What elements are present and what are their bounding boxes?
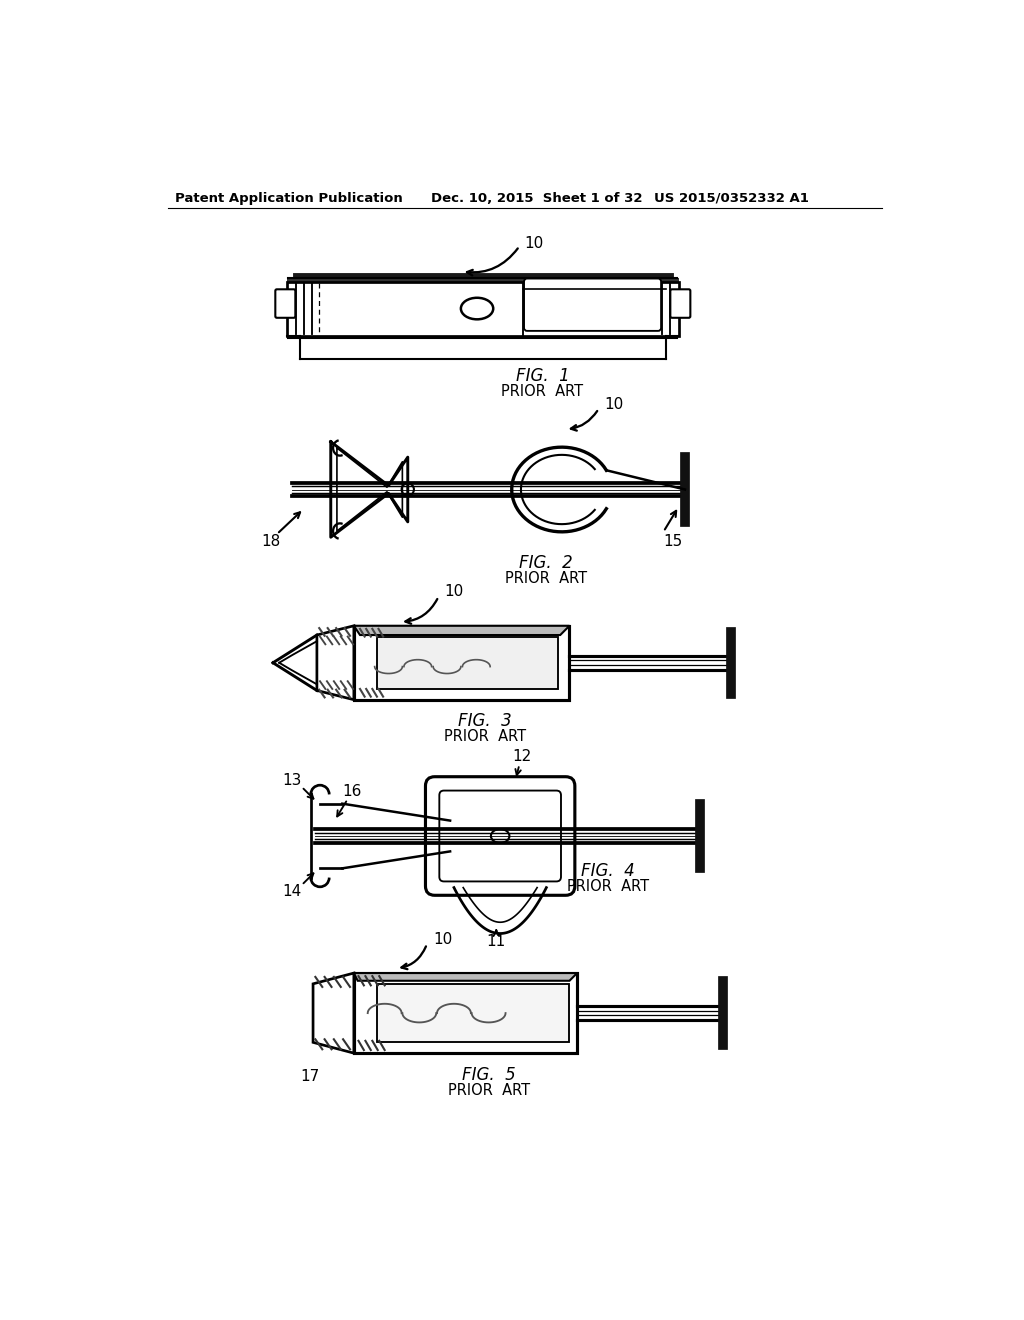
Text: 10: 10 bbox=[524, 235, 544, 251]
Polygon shape bbox=[354, 626, 569, 635]
Text: 15: 15 bbox=[664, 535, 683, 549]
FancyBboxPatch shape bbox=[524, 279, 662, 331]
Text: FIG.  2: FIG. 2 bbox=[519, 553, 573, 572]
Polygon shape bbox=[354, 973, 578, 981]
Bar bbox=[354, 973, 578, 1053]
Bar bbox=[287, 277, 679, 281]
Text: 18: 18 bbox=[261, 535, 281, 549]
Text: 16: 16 bbox=[343, 784, 362, 799]
Text: Dec. 10, 2015  Sheet 1 of 32: Dec. 10, 2015 Sheet 1 of 32 bbox=[431, 191, 642, 205]
Bar bbox=[377, 983, 569, 1043]
FancyBboxPatch shape bbox=[287, 281, 679, 335]
Polygon shape bbox=[313, 973, 354, 1053]
Text: PRIOR  ART: PRIOR ART bbox=[443, 729, 525, 744]
Bar bbox=[354, 626, 569, 700]
Text: PRIOR  ART: PRIOR ART bbox=[505, 570, 588, 586]
Ellipse shape bbox=[401, 483, 414, 495]
FancyBboxPatch shape bbox=[671, 289, 690, 318]
Text: FIG.  3: FIG. 3 bbox=[458, 713, 512, 730]
Text: 10: 10 bbox=[444, 585, 464, 599]
FancyBboxPatch shape bbox=[275, 289, 295, 318]
Ellipse shape bbox=[490, 829, 509, 843]
Text: 14: 14 bbox=[283, 884, 302, 899]
Text: US 2015/0352332 A1: US 2015/0352332 A1 bbox=[654, 191, 809, 205]
Text: 10: 10 bbox=[433, 932, 453, 946]
Text: Patent Application Publication: Patent Application Publication bbox=[175, 191, 403, 205]
Text: PRIOR  ART: PRIOR ART bbox=[502, 384, 584, 399]
Text: FIG.  1: FIG. 1 bbox=[516, 367, 569, 385]
Ellipse shape bbox=[461, 298, 494, 319]
Text: 17: 17 bbox=[300, 1069, 319, 1084]
FancyBboxPatch shape bbox=[439, 791, 561, 882]
Polygon shape bbox=[316, 626, 354, 700]
FancyBboxPatch shape bbox=[425, 776, 574, 895]
Text: 13: 13 bbox=[283, 774, 302, 788]
Text: 10: 10 bbox=[604, 397, 624, 412]
Text: FIG.  5: FIG. 5 bbox=[462, 1065, 515, 1084]
Text: PRIOR  ART: PRIOR ART bbox=[447, 1082, 529, 1098]
Text: PRIOR  ART: PRIOR ART bbox=[567, 879, 649, 894]
Text: 11: 11 bbox=[486, 935, 506, 949]
Bar bbox=[377, 636, 558, 689]
Text: FIG.  4: FIG. 4 bbox=[581, 862, 635, 879]
Text: 12: 12 bbox=[512, 750, 531, 764]
